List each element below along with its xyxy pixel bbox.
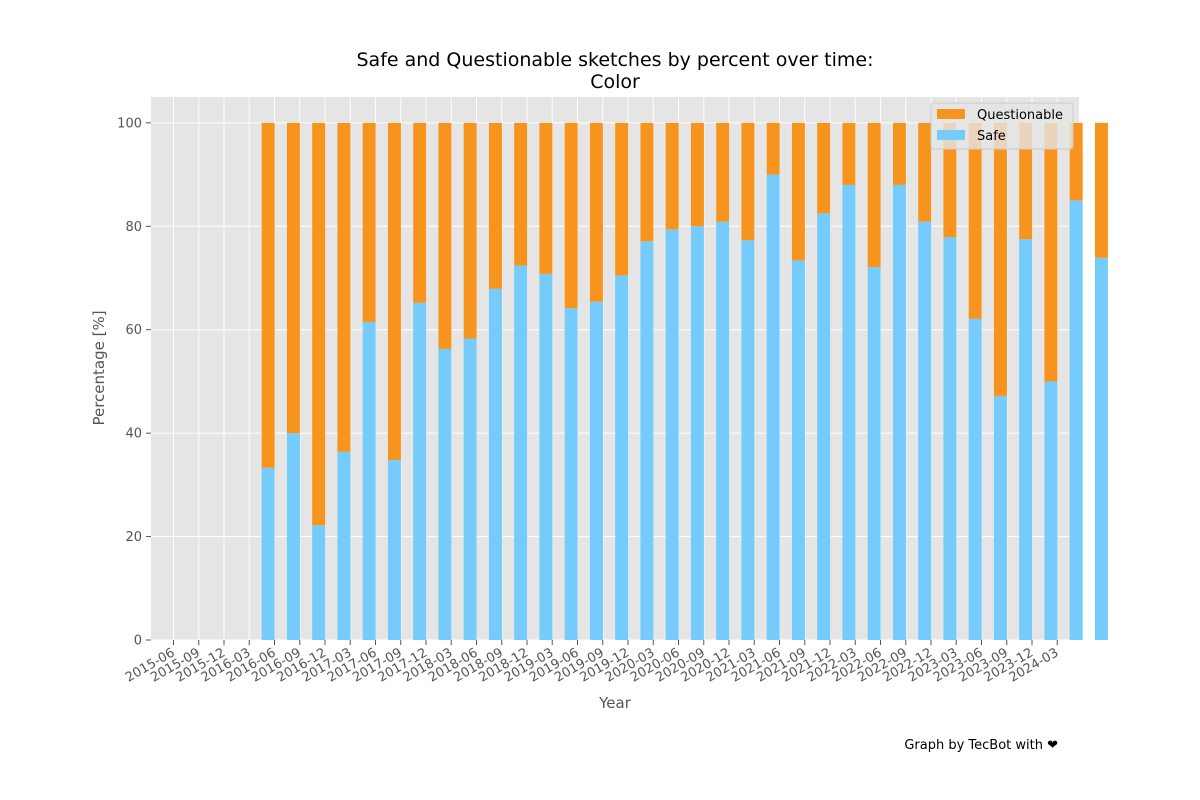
bar-questionable (488, 122, 502, 289)
bar-questionable (943, 122, 957, 238)
credit-text: Graph by TecBot with ❤ (904, 738, 1058, 753)
legend-label-questionable: Questionable (977, 108, 1063, 123)
bar-questionable (842, 122, 856, 185)
bar-safe (716, 221, 730, 641)
bar-questionable (716, 122, 730, 222)
bar-safe (968, 318, 982, 640)
bar-safe (1044, 381, 1058, 640)
bar-safe (665, 229, 679, 641)
bar-safe (640, 241, 654, 641)
y-tick-label: 60 (125, 323, 142, 338)
y-axis-label: Percentage [%] (90, 310, 108, 425)
bars (261, 122, 1108, 641)
bar-safe (488, 288, 502, 640)
legend: Questionable Safe (930, 102, 1074, 150)
bar-questionable (892, 122, 906, 185)
bar-questionable (514, 122, 528, 266)
bar-safe (741, 240, 755, 640)
bar-questionable (766, 122, 780, 175)
y-tick-label: 20 (125, 530, 142, 545)
bar-questionable (413, 122, 427, 303)
bar-safe (943, 237, 957, 640)
bar-safe (918, 221, 932, 641)
bar-questionable (362, 122, 376, 322)
bar-questionable (261, 122, 275, 468)
bar-questionable (438, 122, 452, 349)
bar-safe (993, 395, 1007, 640)
legend-box (930, 102, 1074, 150)
bar-questionable (640, 122, 654, 242)
bar-questionable (1044, 122, 1058, 382)
bar-questionable (589, 122, 603, 302)
bar-safe (791, 260, 805, 640)
bar-questionable (817, 122, 831, 214)
bar-safe (1069, 200, 1083, 640)
legend-swatch-safe (937, 130, 965, 140)
bar-safe (312, 525, 326, 640)
bar-safe (539, 273, 553, 640)
y-tick-label: 0 (134, 634, 142, 649)
bar-safe (362, 321, 376, 640)
bar-questionable (867, 122, 881, 268)
bar-safe (337, 451, 351, 640)
bar-safe (438, 348, 452, 640)
bar-questionable (337, 122, 351, 452)
bar-safe (817, 213, 831, 640)
bar-safe (589, 301, 603, 640)
y-tick-label: 100 (117, 116, 142, 131)
bar-questionable (615, 122, 629, 276)
bar-questionable (665, 122, 679, 230)
bar-questionable (1094, 122, 1108, 258)
bar-questionable (968, 122, 982, 319)
legend-swatch-questionable (937, 109, 965, 119)
bar-questionable (312, 122, 326, 526)
bar-questionable (918, 122, 932, 222)
bar-safe (413, 302, 427, 640)
bar-questionable (791, 122, 805, 261)
bar-questionable (741, 122, 755, 241)
bar-safe (261, 467, 275, 640)
bar-questionable (539, 122, 553, 274)
bar-safe (514, 265, 528, 640)
bar-safe (1094, 257, 1108, 640)
bar-questionable (387, 122, 401, 461)
y-tick-label: 40 (125, 427, 142, 442)
bar-safe (1019, 239, 1033, 640)
chart-subtitle: Color (590, 71, 640, 93)
bar-questionable (1019, 122, 1033, 240)
bar-safe (387, 460, 401, 640)
bar-safe (766, 174, 780, 641)
bar-questionable (690, 122, 704, 227)
bar-safe (564, 307, 578, 640)
bar-safe (867, 267, 881, 640)
bar-safe (286, 433, 300, 640)
y-tick-label: 80 (125, 220, 142, 235)
bar-safe (892, 184, 906, 640)
bar-safe (463, 338, 477, 640)
legend-label-safe: Safe (977, 129, 1006, 144)
bar-safe (690, 226, 704, 641)
bar-questionable (286, 122, 300, 434)
bar-safe (842, 184, 856, 640)
x-axis-label: Year (598, 694, 632, 712)
bar-safe (615, 275, 629, 640)
bar-questionable (564, 122, 578, 308)
bar-questionable (463, 122, 477, 339)
chart-title: Safe and Questionable sketches by percen… (357, 49, 874, 71)
bar-questionable (993, 122, 1007, 396)
